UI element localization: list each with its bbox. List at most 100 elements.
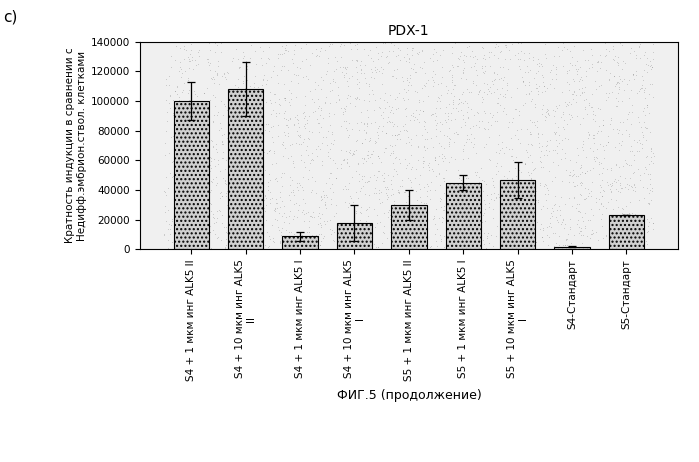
Point [273, 100, 284, 108]
Point [167, 133, 178, 140]
Point [519, 160, 531, 167]
Point [284, 196, 296, 204]
Point [192, 188, 203, 195]
Point [287, 216, 298, 223]
Point [251, 148, 262, 156]
Point [617, 243, 628, 251]
Point [245, 164, 257, 172]
Point [203, 140, 214, 147]
Point [642, 68, 653, 75]
Point [377, 38, 388, 45]
Point [320, 199, 331, 206]
Point [245, 166, 256, 173]
Point [341, 127, 352, 134]
Point [194, 220, 205, 228]
Point [562, 245, 573, 252]
Point [234, 207, 245, 214]
Point [331, 201, 342, 208]
Point [610, 52, 621, 60]
Point [205, 66, 216, 73]
Point [219, 103, 230, 110]
Point [536, 234, 547, 241]
Point [291, 93, 302, 101]
Point [443, 159, 454, 166]
Point [419, 82, 431, 90]
Point [633, 136, 644, 143]
Point [234, 87, 245, 95]
Point [621, 159, 632, 166]
Point [552, 123, 563, 130]
Point [449, 81, 460, 89]
Point [188, 110, 199, 117]
Point [537, 110, 548, 118]
Point [227, 154, 238, 162]
Point [560, 200, 571, 207]
Point [260, 191, 271, 198]
Point [593, 83, 605, 90]
Point [565, 157, 576, 164]
Point [296, 140, 307, 148]
Point [319, 46, 331, 54]
Point [208, 142, 219, 150]
Point [615, 185, 626, 192]
Point [205, 168, 216, 175]
Point [526, 95, 538, 102]
Point [452, 107, 463, 115]
Point [579, 89, 590, 96]
Point [321, 93, 332, 100]
Point [534, 225, 545, 232]
Point [500, 91, 511, 98]
Point [584, 216, 596, 224]
Point [164, 92, 175, 99]
Point [478, 209, 489, 217]
Point [219, 131, 230, 138]
Point [211, 111, 222, 118]
Point [289, 212, 300, 219]
Point [457, 67, 468, 74]
Point [281, 241, 292, 249]
Point [525, 239, 536, 247]
Point [353, 84, 364, 91]
X-axis label: ФИГ.5 (продолжение): ФИГ.5 (продолжение) [336, 389, 482, 402]
Point [626, 184, 637, 191]
Point [224, 201, 235, 208]
Point [350, 57, 361, 64]
Point [601, 165, 612, 173]
Point [589, 157, 600, 164]
Point [477, 55, 489, 62]
Point [638, 67, 649, 74]
Point [273, 223, 284, 230]
Point [237, 134, 248, 142]
Point [630, 67, 642, 75]
Point [161, 191, 172, 199]
Point [624, 222, 635, 230]
Point [351, 75, 362, 83]
Point [542, 109, 554, 116]
Point [219, 177, 230, 184]
Point [175, 182, 186, 189]
Point [520, 90, 531, 97]
Point [514, 159, 525, 167]
Point [244, 125, 255, 132]
Point [500, 143, 512, 151]
Point [455, 123, 466, 130]
Point [420, 208, 431, 216]
Point [285, 77, 296, 85]
Point [215, 190, 226, 197]
Point [229, 202, 240, 210]
Point [617, 209, 628, 217]
Point [324, 184, 336, 192]
Point [315, 224, 326, 231]
Point [647, 219, 658, 226]
Point [363, 213, 374, 220]
Point [306, 214, 317, 221]
Point [279, 46, 290, 53]
Point [538, 73, 549, 81]
Point [478, 124, 489, 132]
Point [515, 223, 526, 230]
Point [380, 186, 391, 193]
Point [504, 146, 515, 153]
Point [452, 210, 463, 217]
Point [377, 48, 388, 55]
Point [590, 199, 601, 206]
